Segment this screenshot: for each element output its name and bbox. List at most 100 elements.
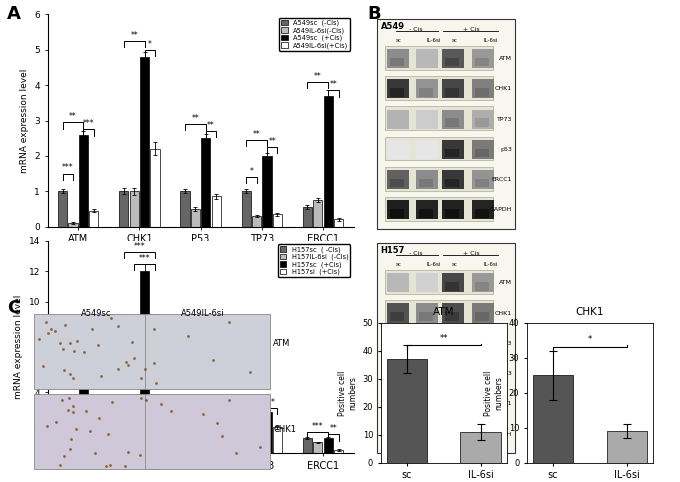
Point [63,395,74,402]
Point [58,453,69,460]
Bar [388,109,409,129]
Text: GAPDH: GAPDH [490,431,512,437]
Text: IL-6si: IL-6si [483,38,498,43]
Bar [416,334,438,353]
Point [182,333,193,340]
Point [135,374,146,382]
Text: ***: *** [133,241,146,251]
Point [51,418,62,426]
Bar [472,49,494,68]
Bar [201,418,211,453]
Point [50,327,61,335]
Bar [129,191,139,227]
Bar [313,200,322,227]
Bar [273,214,282,227]
Point [150,379,161,387]
Bar [388,201,409,219]
Bar [419,433,433,442]
Text: B: B [367,5,381,23]
Bar [388,364,409,383]
Bar [475,342,488,351]
Point [67,409,78,416]
Bar [442,201,464,219]
Bar [129,442,139,453]
Bar [475,58,488,67]
Bar [150,149,160,227]
Point [71,425,82,432]
Text: **: ** [253,395,260,403]
Bar [324,96,333,227]
Bar [119,191,129,227]
Bar [445,148,458,157]
Bar [386,46,493,69]
Bar [140,57,150,227]
Text: sc: sc [396,262,401,267]
Point [254,443,265,451]
Bar [386,359,427,463]
Bar [386,421,493,445]
Point [140,365,151,373]
Point [113,322,124,330]
Bar [416,109,438,129]
Text: ***: *** [83,119,95,128]
Text: CHK1: CHK1 [273,425,296,434]
Bar [180,191,190,227]
Bar [445,282,458,291]
Text: **: ** [330,424,337,433]
Bar [324,438,333,453]
Bar [445,179,458,187]
Bar [150,415,160,453]
Point [231,449,242,457]
Text: ***: *** [312,422,324,431]
Bar [252,444,261,453]
Point [37,362,48,369]
Bar [445,88,458,97]
Point [69,348,80,355]
Bar [416,273,438,292]
Text: **: ** [439,334,448,343]
Text: CHK1: CHK1 [495,310,512,316]
Bar [445,118,458,127]
Bar [475,282,488,291]
Bar [445,312,458,321]
Bar [145,314,270,389]
Bar [475,88,488,97]
Y-axis label: Positive cell
numbers: Positive cell numbers [483,370,503,415]
Point [129,355,139,362]
Point [86,325,97,333]
Bar [442,109,464,129]
Point [54,461,65,469]
Text: ATM: ATM [499,280,512,285]
Text: p53: p53 [500,371,512,376]
Point [68,374,79,382]
Text: A: A [7,5,20,23]
Bar [445,373,458,381]
Point [244,368,255,375]
Bar [303,207,312,227]
Bar [390,403,404,412]
Bar [475,373,488,381]
Y-axis label: mRNA expression level: mRNA expression level [14,295,23,399]
Point [224,318,235,325]
Bar [58,438,67,453]
Point [216,432,227,440]
Bar [442,49,464,68]
Text: ERCC1: ERCC1 [492,402,512,406]
Bar [388,170,409,189]
Bar [262,412,272,453]
Bar [416,49,438,68]
Bar [262,156,272,227]
Point [155,401,166,408]
Text: **: ** [314,71,322,80]
Point [95,372,106,379]
Bar [119,438,129,453]
Point [65,371,75,378]
Text: ***: *** [67,329,79,338]
Point [103,430,114,438]
Bar [472,394,494,414]
Bar [419,209,433,218]
Bar [419,312,433,321]
Point [224,396,235,403]
Point [65,445,75,453]
Bar [190,441,200,453]
